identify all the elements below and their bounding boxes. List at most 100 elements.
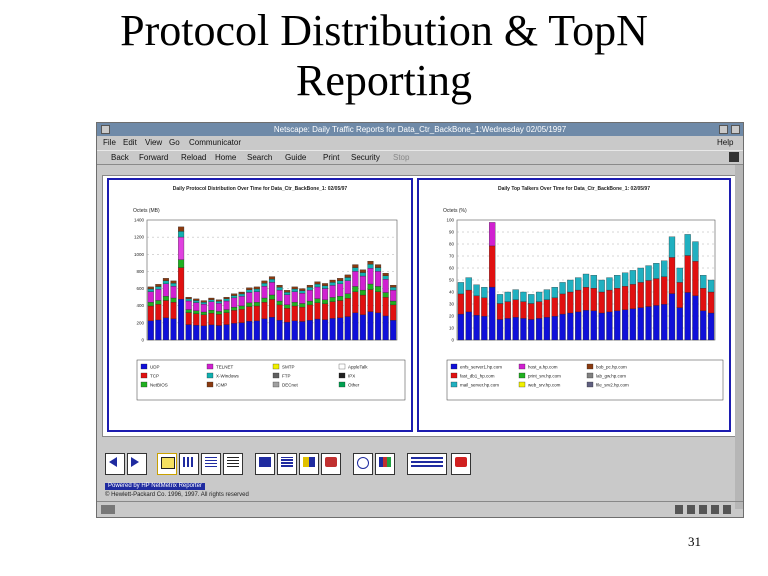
legend-swatch [140, 372, 148, 379]
y-tick-label: 90 [449, 230, 455, 235]
bar-segment [268, 282, 276, 296]
toolbar-stop[interactable]: Stop [393, 153, 410, 162]
window-menu-button[interactable] [101, 125, 110, 134]
daily-report-icon[interactable] [157, 453, 177, 475]
bar-segment [367, 260, 374, 265]
bar-segment [707, 312, 715, 341]
protocol-chart-panel: Daily Protocol Distribution Over Time fo… [107, 178, 413, 432]
y-tick-label: 50 [449, 278, 455, 283]
bar-segment [268, 278, 276, 283]
toolbar-search[interactable]: Search [247, 153, 273, 162]
bar-segment [668, 293, 676, 341]
y-axis-label: Octets (MB) [133, 208, 160, 214]
table-icon[interactable] [201, 453, 221, 475]
back-nav-icon[interactable] [105, 453, 125, 475]
pie-chart-icon[interactable] [321, 453, 341, 475]
legend-swatch [338, 363, 346, 370]
bar-segment [543, 289, 551, 300]
legend-swatch [586, 372, 594, 379]
legend-swatch [338, 381, 346, 388]
bar-segment [231, 306, 238, 311]
menu-file[interactable]: File [103, 138, 116, 147]
bar-segment [684, 255, 691, 293]
toolbar-forward[interactable]: Forward [139, 153, 169, 162]
bar-segment [465, 311, 472, 341]
bar-segment [322, 319, 329, 341]
toolbar-reload[interactable]: Reload [181, 153, 207, 162]
window-titlebar[interactable]: Netscape: Daily Traffic Reports for Data… [97, 123, 743, 136]
stacked-chart-icon[interactable] [375, 453, 395, 475]
list-view-icon[interactable] [277, 453, 297, 475]
status-component-icons[interactable] [675, 505, 735, 514]
bar-segment [268, 294, 276, 300]
chart-title: Daily Top Talkers Over Time for Data_Ctr… [498, 186, 650, 192]
legend-swatch [450, 381, 458, 388]
bar-segment [208, 312, 215, 326]
bar-segment [567, 312, 574, 341]
spreadsheet-icon[interactable] [223, 453, 243, 475]
bar-segment [276, 284, 283, 288]
menu-communicator[interactable]: Communicator [189, 138, 242, 147]
bar-segment [314, 281, 321, 285]
info-icon[interactable] [353, 453, 373, 475]
powered-by-banner[interactable]: Powered by HP NetMetrix Reporter [105, 483, 205, 490]
bar-segment [231, 297, 238, 308]
legend-swatch [206, 372, 214, 379]
bar-segment [661, 276, 668, 305]
bar-segment [162, 300, 169, 318]
bar-segment [598, 279, 605, 293]
bar-segment [606, 289, 613, 313]
legend-label: IPX [348, 374, 355, 379]
menu-view[interactable]: View [145, 138, 163, 147]
bar-segment [489, 245, 496, 288]
bar-segment [367, 264, 374, 269]
bar-segment [504, 318, 511, 341]
toolbar-print[interactable]: Print [323, 153, 340, 162]
bar-segment [684, 292, 691, 341]
grid-view-icon[interactable] [255, 453, 275, 475]
bar-segment [299, 293, 306, 304]
bar-segment [276, 300, 283, 306]
bar-segment [606, 311, 613, 341]
toolbar-back[interactable]: Back [111, 153, 129, 162]
y-tick-label: 600 [136, 286, 144, 291]
bar-segment [231, 323, 238, 341]
maximize-button[interactable] [731, 125, 740, 134]
vertical-scrollbar[interactable] [735, 165, 743, 509]
bar-segment [496, 294, 504, 304]
bar-segment [352, 312, 359, 341]
toolbar-security[interactable]: Security [351, 153, 380, 162]
y-tick-label: 400 [136, 303, 144, 308]
legend-label: DECnet [282, 383, 299, 388]
top-talkers-chart-panel: Daily Top Talkers Over Time for Data_Ctr… [417, 178, 731, 432]
bar-segment [382, 272, 389, 276]
page-content: Daily Protocol Distribution Over Time fo… [102, 175, 738, 437]
help-icon[interactable] [451, 453, 471, 475]
bar-segment [162, 317, 169, 341]
toolbar-guide[interactable]: Guide [285, 153, 307, 162]
bar-segment [291, 302, 298, 307]
menu-go[interactable]: Go [169, 138, 180, 147]
bar-segment [185, 309, 192, 313]
bar-segment [155, 286, 162, 290]
bar-segment [700, 275, 707, 289]
forward-nav-icon[interactable] [127, 453, 147, 475]
bar-segment [645, 306, 652, 341]
status-bar [97, 501, 743, 518]
bar-segment [551, 297, 558, 317]
bar-segment [344, 298, 351, 317]
bar-segment [512, 289, 519, 300]
config-icon[interactable] [407, 453, 447, 475]
menu-help[interactable]: Help [717, 138, 734, 147]
legend-swatch [518, 381, 526, 388]
bar-chart-icon[interactable] [299, 453, 319, 475]
bar-segment [473, 284, 480, 296]
minimize-button[interactable] [719, 125, 728, 134]
legend-swatch [338, 372, 346, 379]
legend-label: UDP [150, 365, 160, 370]
menu-edit[interactable]: Edit [123, 138, 137, 147]
weekly-report-icon[interactable] [179, 453, 199, 475]
toolbar-home[interactable]: Home [215, 153, 237, 162]
bar-segment [375, 264, 382, 268]
bar-segment [629, 284, 637, 309]
